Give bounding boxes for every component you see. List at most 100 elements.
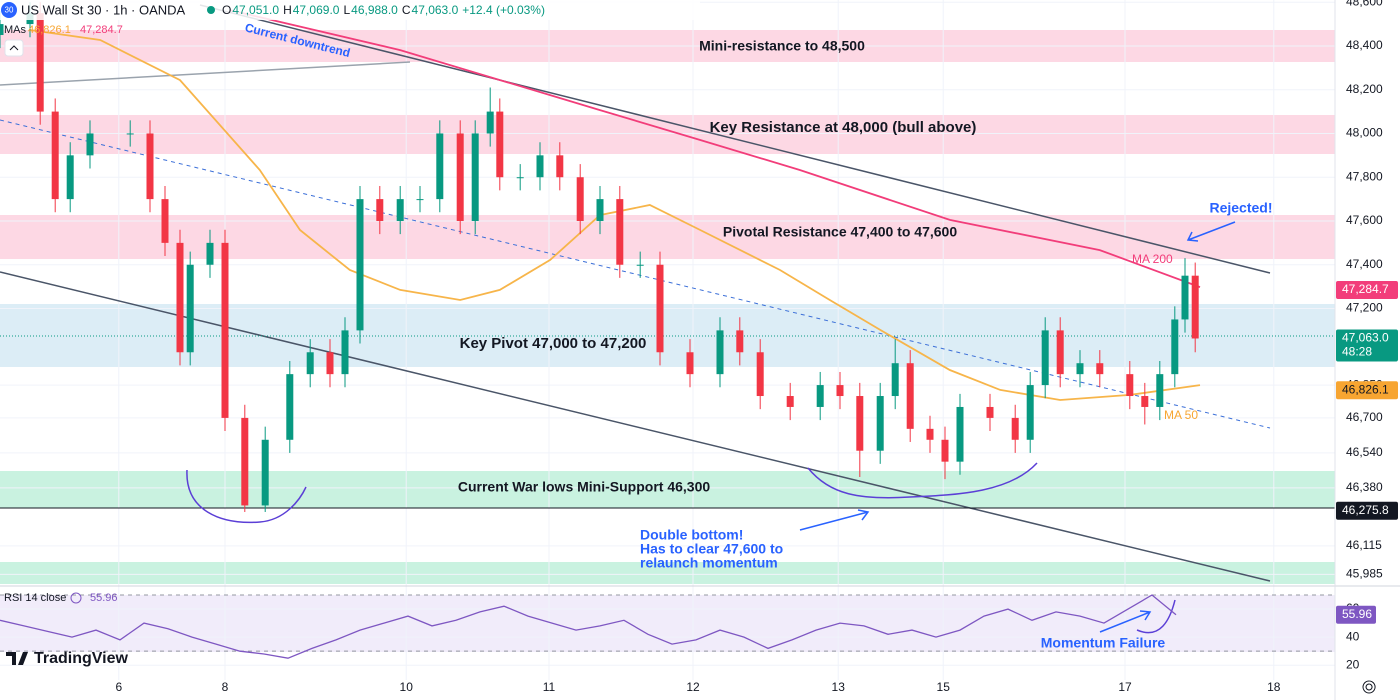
annotation: Double bottom! (640, 527, 743, 543)
rsi-line (0, 594, 1177, 659)
arrow (1099, 610, 1152, 633)
settings-icon[interactable] (1362, 680, 1376, 694)
annotation: Mini-resistance to 48,500 (699, 38, 865, 54)
candle-body (126, 133, 134, 135)
candle-body (1156, 374, 1164, 407)
rsi-tick-label: 40 (1346, 629, 1360, 643)
annotation: Key Pivot 47,000 to 47,200 (460, 335, 647, 352)
candle-body (341, 330, 349, 375)
annotation: Rejected! (1209, 200, 1272, 216)
rsi-value-box (1336, 605, 1376, 624)
candle-body (1041, 330, 1049, 386)
x-tick-label: 12 (686, 680, 700, 694)
candle-body (51, 111, 59, 200)
candle-body (261, 439, 269, 506)
candle-body (1096, 363, 1104, 375)
collapse-button[interactable] (4, 39, 24, 57)
marks (0, 2, 1201, 659)
ma-line (229, 9, 1201, 288)
x-tick-label: 15 (937, 680, 951, 694)
candle-body (176, 242, 184, 353)
candle-body (616, 199, 624, 265)
candle-body (0, 24, 4, 36)
candle-body (716, 330, 724, 375)
ma-value: 46,826.1 (28, 24, 71, 36)
y-tick-label: 48,200 (1346, 82, 1383, 96)
candle-body (786, 396, 794, 407)
price-label: 46,275.8 (1342, 503, 1389, 517)
candle-body (356, 199, 364, 331)
candle-body (536, 155, 544, 178)
symbol-badge: 30 (5, 6, 14, 15)
x-tick-label: 8 (222, 680, 229, 694)
arrow (799, 509, 870, 531)
candle-body (1126, 374, 1134, 397)
trend-line (0, 119, 1271, 429)
ohlc: O 47,051.0 H 47,069.0 L 46,988.0 C 47,063.0 +12.… (222, 3, 545, 17)
key-resistance-zone (0, 115, 1335, 154)
candle-body (516, 177, 524, 179)
trend-line (0, 271, 1271, 582)
x-tick-label: 17 (1118, 680, 1132, 694)
candle-body (1171, 319, 1179, 375)
candle-body (686, 352, 694, 375)
x-tick-label: 18 (1267, 680, 1281, 694)
candle-body (471, 133, 479, 221)
ohlc-key: L (343, 3, 350, 17)
price-label-box (1336, 329, 1398, 362)
candle-body (161, 199, 169, 243)
candle-body (906, 363, 914, 429)
y-tick-label: 47,400 (1346, 257, 1383, 271)
candle-body (656, 264, 664, 353)
candle-body (876, 396, 884, 451)
trend-line (199, 4, 1271, 274)
candle-body (926, 428, 934, 440)
price-label-box (1336, 381, 1398, 400)
rsi-tick-label: 20 (1346, 657, 1360, 671)
ohlc-key: H (283, 3, 292, 17)
annotation: Key Resistance at 48,000 (bull above) (710, 119, 977, 136)
y-tick-label: 47,600 (1346, 213, 1383, 227)
logo-text: TradingView (34, 650, 129, 667)
symbol-icon (1, 2, 17, 18)
y-tick-label: 46,700 (1346, 410, 1383, 424)
candle-body (456, 133, 464, 221)
status-dot (207, 6, 215, 14)
candle-body (636, 264, 644, 266)
candle-body (221, 242, 229, 418)
x-tick-label: 13 (832, 680, 846, 694)
price-label-box (1336, 280, 1398, 299)
logo-icon (6, 652, 28, 665)
rsi-curve (1136, 599, 1176, 634)
price-label: 47,284.7 (1342, 282, 1389, 296)
x-tick-label: 11 (543, 680, 556, 694)
candle-body (396, 199, 404, 221)
candle-body (376, 199, 384, 221)
y-tick-label: 48,400 (1346, 38, 1383, 52)
candle-body (66, 155, 74, 200)
candle-body (891, 363, 899, 397)
candle-body (556, 155, 564, 178)
y-tick-label: 47,200 (1346, 301, 1383, 315)
candle-body (956, 406, 964, 462)
candle-body (576, 177, 584, 221)
candle-body (1076, 363, 1084, 375)
logo: TradingView (6, 650, 129, 667)
price-label-box (1336, 501, 1398, 520)
symbol: US Wall St 30 · 1h · OANDA (21, 2, 186, 17)
candle-body (36, 13, 44, 112)
candle-body (186, 264, 194, 353)
x-tick-label: 6 (115, 680, 122, 694)
header-bg (0, 0, 700, 20)
ohlc-value: 47,063.0 (412, 3, 459, 17)
candle-body (496, 111, 504, 178)
candle-body (986, 406, 994, 418)
header: 30 US Wall St 30 · 1h · OANDA O 47,051.0 H… (0, 0, 700, 57)
y-tick-label: 45,985 (1346, 567, 1383, 581)
candle-body (756, 352, 764, 397)
annotation: Momentum Failure (1041, 635, 1166, 651)
rsi-value-label: 55.96 (1342, 607, 1372, 621)
candle-body (486, 111, 494, 134)
price-countdown: 48:28 (1342, 345, 1372, 359)
ohlc-value: 46,988.0 (351, 3, 398, 17)
